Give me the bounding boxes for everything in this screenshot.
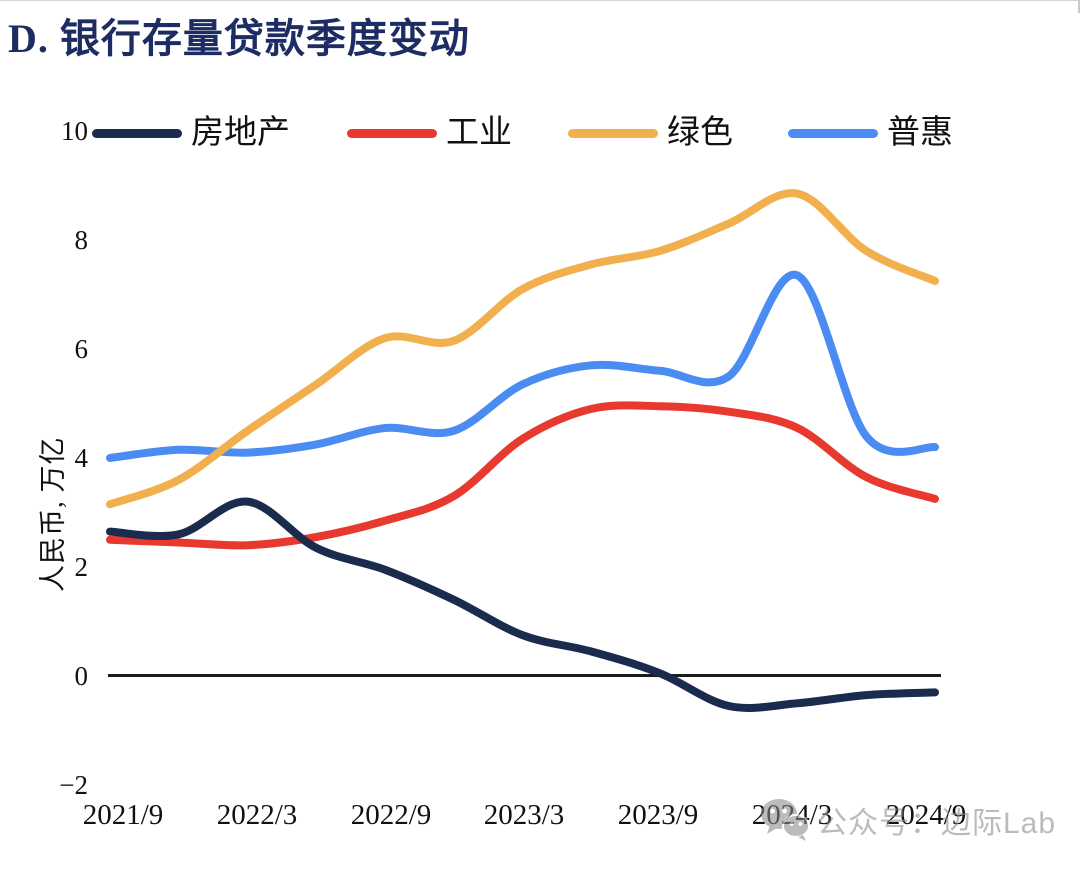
- series-line-工业: [106, 401, 939, 550]
- legend-label: 普惠: [887, 115, 953, 151]
- screenshot-right-edge-artifact: [1078, 0, 1080, 13]
- legend-line-swatch-navy: [92, 128, 182, 138]
- legend-label: 房地产: [191, 115, 290, 151]
- legend-item-inclusive: 普惠: [788, 112, 953, 154]
- series-line-绿色: [106, 189, 939, 509]
- y-tick-10: 10: [61, 116, 88, 146]
- x-tick: 2023/3: [483, 799, 565, 831]
- legend-line-swatch-blue: [788, 128, 878, 138]
- y-tick-4: 4: [74, 443, 89, 473]
- legend-item-green: 绿色: [568, 112, 733, 154]
- legend-item-realestate: 房地产: [92, 112, 290, 154]
- x-tick: 2023/9: [617, 799, 699, 831]
- wechat-icon: [761, 799, 810, 841]
- y-tick-neg2: −2: [59, 770, 88, 800]
- x-tick: 2022/3: [216, 799, 298, 831]
- legend-item-industry: 工业: [347, 112, 512, 154]
- x-tick: 2022/9: [350, 799, 432, 831]
- y-tick-2: 2: [74, 552, 89, 582]
- watermark-text: 公众号：边际Lab: [817, 807, 1057, 840]
- series-line-普惠: [106, 270, 939, 462]
- y-tick-8: 8: [74, 225, 89, 255]
- zero-baseline: [108, 674, 941, 677]
- legend-label: 绿色: [667, 115, 733, 151]
- watermark: 公众号：边际Lab: [760, 797, 1056, 843]
- series-line-房地产: [106, 497, 939, 712]
- legend-line-swatch-red: [347, 128, 437, 138]
- y-tick-0: 0: [74, 661, 89, 691]
- x-tick: 2024/9: [885, 799, 967, 831]
- legend-label: 工业: [446, 115, 512, 151]
- chart-title: D. 银行存量贷款季度变动: [8, 16, 470, 61]
- legend-line-swatch-yellow: [568, 128, 658, 138]
- screenshot-top-edge-artifact: [0, 0, 1080, 1]
- y-tick-6: 6: [74, 334, 89, 364]
- x-tick: 2021/9: [82, 799, 164, 831]
